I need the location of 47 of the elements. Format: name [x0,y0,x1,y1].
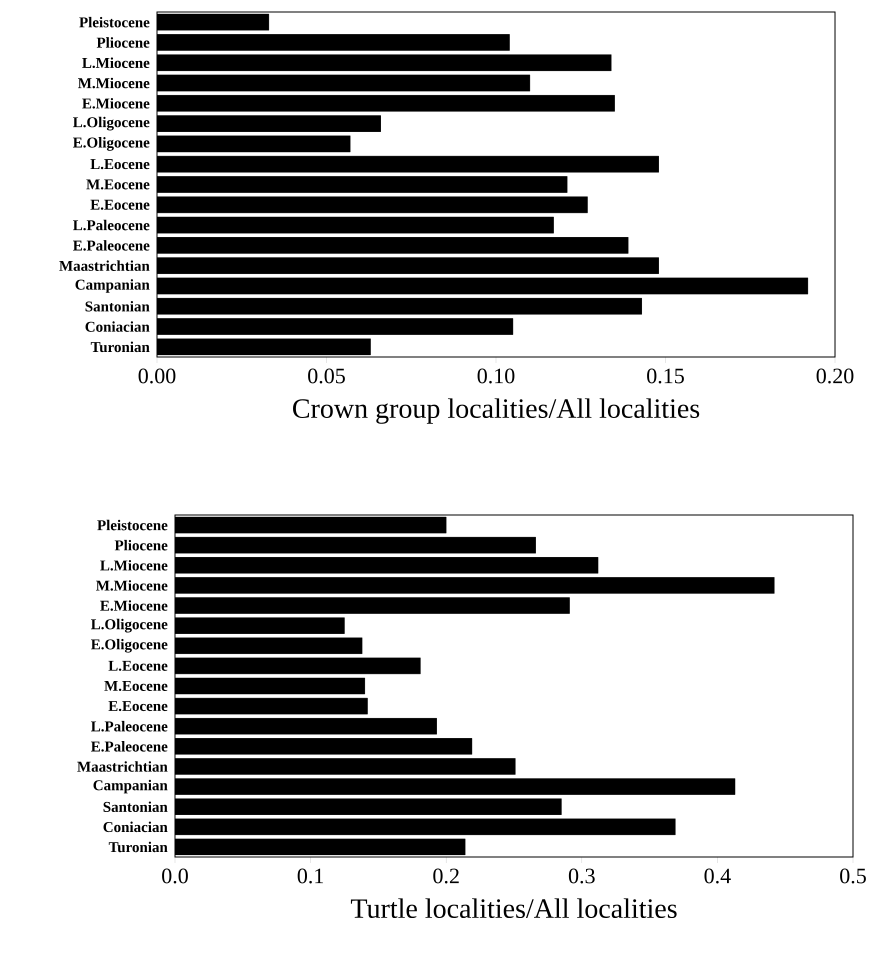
x-tick-label: 0.2 [433,868,459,884]
y-tick-label: M.Eocene [104,680,168,692]
y-tick-label: E.Eocene [90,200,150,210]
x-tick-label: 0.3 [568,868,595,884]
y-tick-label: L.Eocene [90,159,150,170]
y-tick-label: E.Eocene [108,701,168,712]
y-tick-label: L.Oligocene [72,116,150,130]
x-tick-label: 0.4 [704,868,731,884]
y-tick-label: M.Miocene [96,580,168,591]
y-tick-label: Santonian [86,300,150,312]
y-tick-label: E.Oligocene [90,638,168,653]
y-tick-label: Pliocene [114,540,168,550]
y-tick-label: L.Paleocene [72,220,150,230]
y-tick-label: L.Miocene [82,57,150,68]
x-tick-label: 0.00 [138,368,176,384]
y-tick-label: Pliocene [96,37,150,48]
y-tick-label: Campanian [94,780,168,794]
y-tick-label: E.Miocene [100,600,168,611]
y-tick-label: Turonian [90,342,150,352]
y-tick-label: M.Miocene [78,78,150,88]
x-tick-label: 0.10 [478,368,514,384]
x-tick-label: 0.15 [647,368,684,384]
y-tick-label: L.Paleocene [90,720,168,732]
y-tick-label: Coniacian [86,321,150,332]
y-tick-label: Turonian [108,842,168,852]
y-tick-label: Campanian [76,279,150,293]
x-tick-label: 0.20 [816,368,854,384]
x-tick-label: 0.05 [308,368,345,384]
y-tick-label: L.Oligocene [90,618,168,633]
y-tick-label: L.Miocene [100,560,168,571]
y-tick-label: Santonian [104,801,168,812]
x-tick-label: 0.1 [298,868,324,884]
y-tick-label: Pleistocene [97,520,168,530]
y-tick-label: Pleistocene [79,16,150,28]
x-axis-title: Turtle localities/All localities [350,898,677,918]
y-tick-label: L.Eocene [108,660,168,671]
y-tick-label: Maastrichtian [77,761,168,772]
y-tick-label: Maastrichtian [59,260,150,271]
y-tick-label: E.Oligocene [72,137,150,151]
x-tick-label: 0.5 [840,868,866,884]
y-tick-label: Coniacian [104,822,168,832]
x-axis-title: Crown group localities/All localities [293,398,700,424]
x-tick-label: 0.0 [162,868,188,884]
y-tick-label: M.Eocene [86,179,150,190]
y-tick-label: E.Miocene [82,98,150,109]
y-tick-label: E.Paleocene [72,240,150,251]
y-tick-label: E.Paleocene [90,741,168,752]
